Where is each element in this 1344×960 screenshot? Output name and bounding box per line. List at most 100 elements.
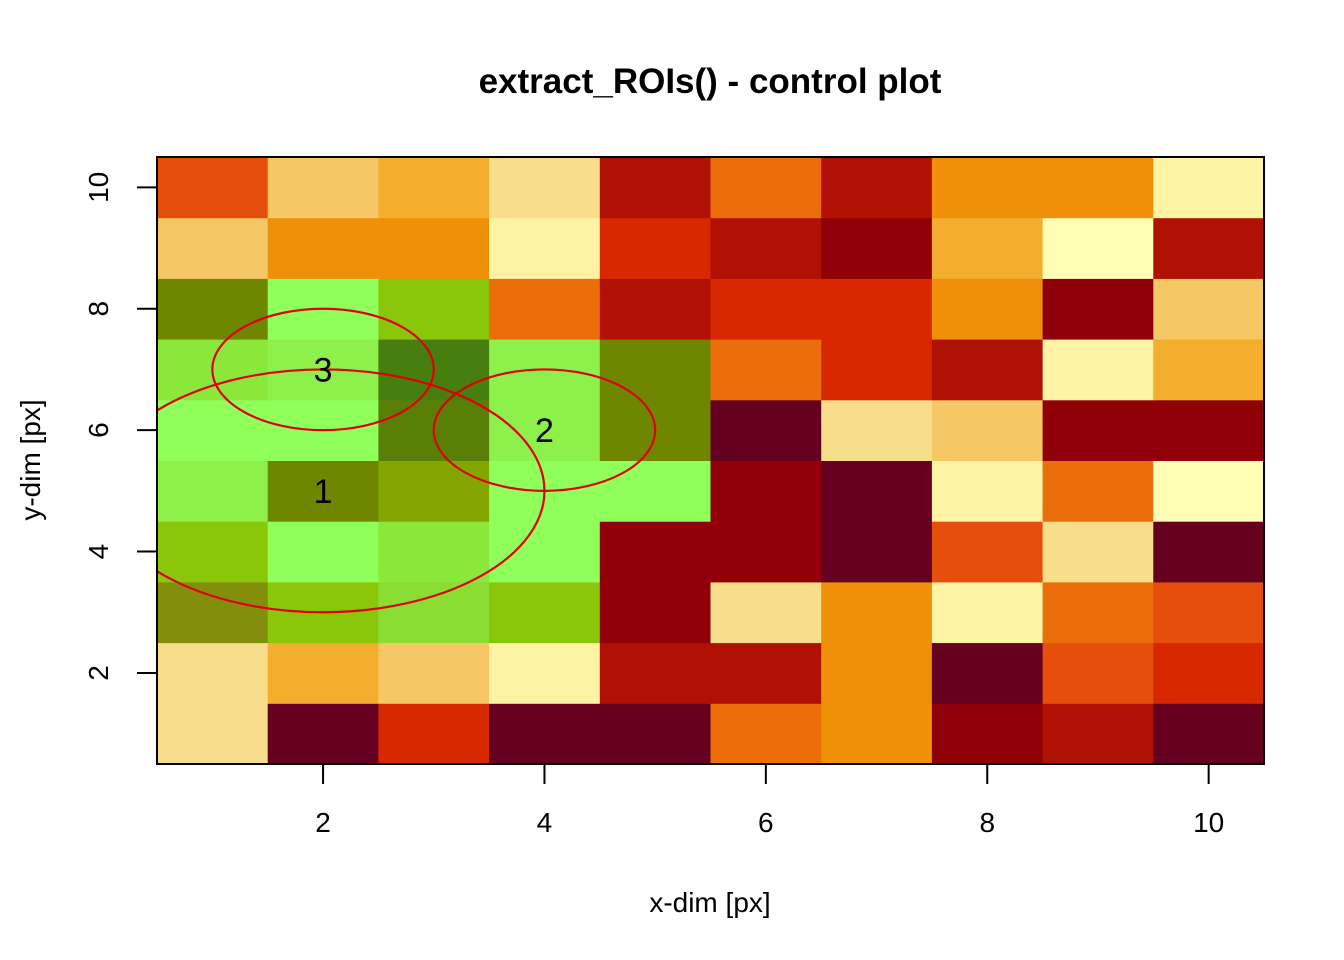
heatmap-cell-3-2 — [378, 642, 490, 704]
roi-label-2: 2 — [535, 412, 554, 450]
heatmap-cell-3-3 — [378, 581, 490, 644]
roi-overlays: 1 2 3 — [157, 307, 657, 614]
heatmap-cell-9-1 — [1042, 703, 1154, 765]
heatmap-cell-6-7 — [710, 339, 822, 401]
heatmap-cell-9-8 — [1042, 278, 1154, 340]
heatmap-cell-8-4 — [931, 521, 1044, 583]
heatmap-cell-1-2 — [157, 642, 269, 704]
heatmap-cell-10-8 — [1153, 278, 1265, 340]
x-tick-label-10: 10 — [1193, 807, 1224, 838]
heatmap-cell-6-4 — [710, 521, 822, 583]
heatmap-cell-1-6 — [157, 399, 269, 461]
heatmap-cell-9-2 — [1042, 642, 1154, 704]
heatmap-cell-7-5 — [821, 460, 933, 522]
heatmap-cell-5-9 — [599, 217, 711, 279]
heatmap-cell-5-8 — [599, 278, 711, 340]
heatmap-cell-7-8 — [821, 278, 933, 340]
heatmap-cell-6-3 — [710, 581, 822, 644]
heatmap-cell-9-10 — [1042, 157, 1154, 219]
heatmap-cell-10-2 — [1153, 642, 1265, 704]
heatmap-cell-5-5 — [599, 460, 711, 522]
y-tick-label-6: 6 — [83, 422, 114, 438]
heatmap-cell-4-8 — [489, 278, 601, 340]
heatmap-cell-1-4 — [157, 521, 269, 583]
heatmap-cell-4-2 — [489, 642, 601, 704]
heatmap-cell-3-10 — [378, 157, 490, 219]
x-tick-label-4: 4 — [537, 807, 553, 838]
heatmap-cell-6-8 — [710, 278, 822, 340]
heatmap-cell-8-8 — [931, 278, 1044, 340]
heatmap-cells — [157, 157, 1265, 765]
heatmap-cell-7-7 — [821, 339, 933, 401]
heatmap-cell-5-4 — [599, 521, 711, 583]
heatmap-cell-8-5 — [931, 460, 1044, 522]
heatmap-cell-2-9 — [267, 217, 379, 279]
x-axis-label: x-dim [px] — [649, 887, 770, 918]
heatmap-cell-5-3 — [599, 581, 711, 644]
heatmap-cell-10-3 — [1153, 581, 1265, 644]
roi-label-3: 3 — [314, 351, 333, 389]
heatmap-cell-6-2 — [710, 642, 822, 704]
heatmap-cell-4-3 — [489, 581, 601, 644]
heatmap-cell-1-10 — [157, 157, 269, 219]
heatmap-cell-8-1 — [931, 703, 1044, 765]
heatmap-cell-9-3 — [1042, 581, 1154, 644]
heatmap-cell-1-8 — [157, 278, 269, 340]
roi-ellipse-2 — [432, 368, 657, 492]
heatmap-cell-8-10 — [931, 157, 1044, 219]
heatmap-cell-8-7 — [931, 339, 1044, 401]
heatmap-cell-9-5 — [1042, 460, 1154, 522]
heatmap-cell-5-10 — [599, 157, 711, 219]
heatmap-cell-3-4 — [378, 521, 490, 583]
y-tick-label-8: 8 — [83, 301, 114, 317]
heatmap-cell-7-6 — [821, 399, 933, 461]
heatmap-cell-2-1 — [267, 703, 379, 765]
heatmap-cell-3-5 — [378, 460, 490, 522]
heatmap-cell-10-9 — [1153, 217, 1265, 279]
heatmap-cell-8-6 — [931, 399, 1044, 461]
heatmap-cell-3-9 — [378, 217, 490, 279]
heatmap-cell-4-9 — [489, 217, 601, 279]
roi-label-1: 1 — [314, 473, 333, 511]
heatmap-cell-2-2 — [267, 642, 379, 704]
heatmap-cell-10-1 — [1153, 703, 1265, 765]
heatmap-cell-6-6 — [710, 399, 822, 461]
heatmap-cell-6-5 — [710, 460, 822, 522]
heatmap-cell-7-3 — [821, 581, 933, 644]
heatmap-cell-6-10 — [710, 157, 822, 219]
heatmap-cell-2-10 — [267, 157, 379, 219]
y-tick-label-2: 2 — [83, 665, 114, 681]
heatmap-cell-3-8 — [378, 278, 490, 340]
roi-ellipse-3 — [211, 307, 435, 432]
heatmap-cell-1-3 — [157, 581, 269, 644]
heatmap-cell-7-9 — [821, 217, 933, 279]
heatmap-cell-5-7 — [599, 339, 711, 401]
y-axis-label: y-dim [px] — [15, 399, 46, 520]
heatmap-cell-9-4 — [1042, 521, 1154, 583]
heatmap-cell-4-6 — [489, 399, 601, 461]
heatmap-cell-1-1 — [157, 703, 269, 765]
heatmap-cell-2-5 — [267, 460, 379, 522]
heatmap-cell-6-9 — [710, 217, 822, 279]
heatmap-cell-5-1 — [599, 703, 711, 765]
heatmap-cell-8-9 — [931, 217, 1044, 279]
y-tick-label-10: 10 — [83, 172, 114, 203]
heatmap-cell-10-5 — [1153, 460, 1265, 522]
heatmap-cell-7-4 — [821, 521, 933, 583]
heatmap-cell-4-10 — [489, 157, 601, 219]
heatmap-cell-4-1 — [489, 703, 601, 765]
heatmap-cell-5-2 — [599, 642, 711, 704]
heatmap-cell-1-9 — [157, 217, 269, 279]
heatmap-cell-8-2 — [931, 642, 1044, 704]
heatmap-cell-7-2 — [821, 642, 933, 704]
heatmap-cell-9-6 — [1042, 399, 1154, 461]
heatmap-cell-1-5 — [157, 460, 269, 522]
heatmap-cell-3-1 — [378, 703, 490, 765]
heatmap-cell-10-4 — [1153, 521, 1265, 583]
heatmap-cell-2-4 — [267, 521, 379, 583]
y-axis: 2 4 6 8 10 — [83, 172, 157, 681]
heatmap-cell-4-4 — [489, 521, 601, 583]
x-axis: 2 4 6 8 10 — [315, 764, 1224, 838]
x-tick-label-2: 2 — [315, 807, 331, 838]
